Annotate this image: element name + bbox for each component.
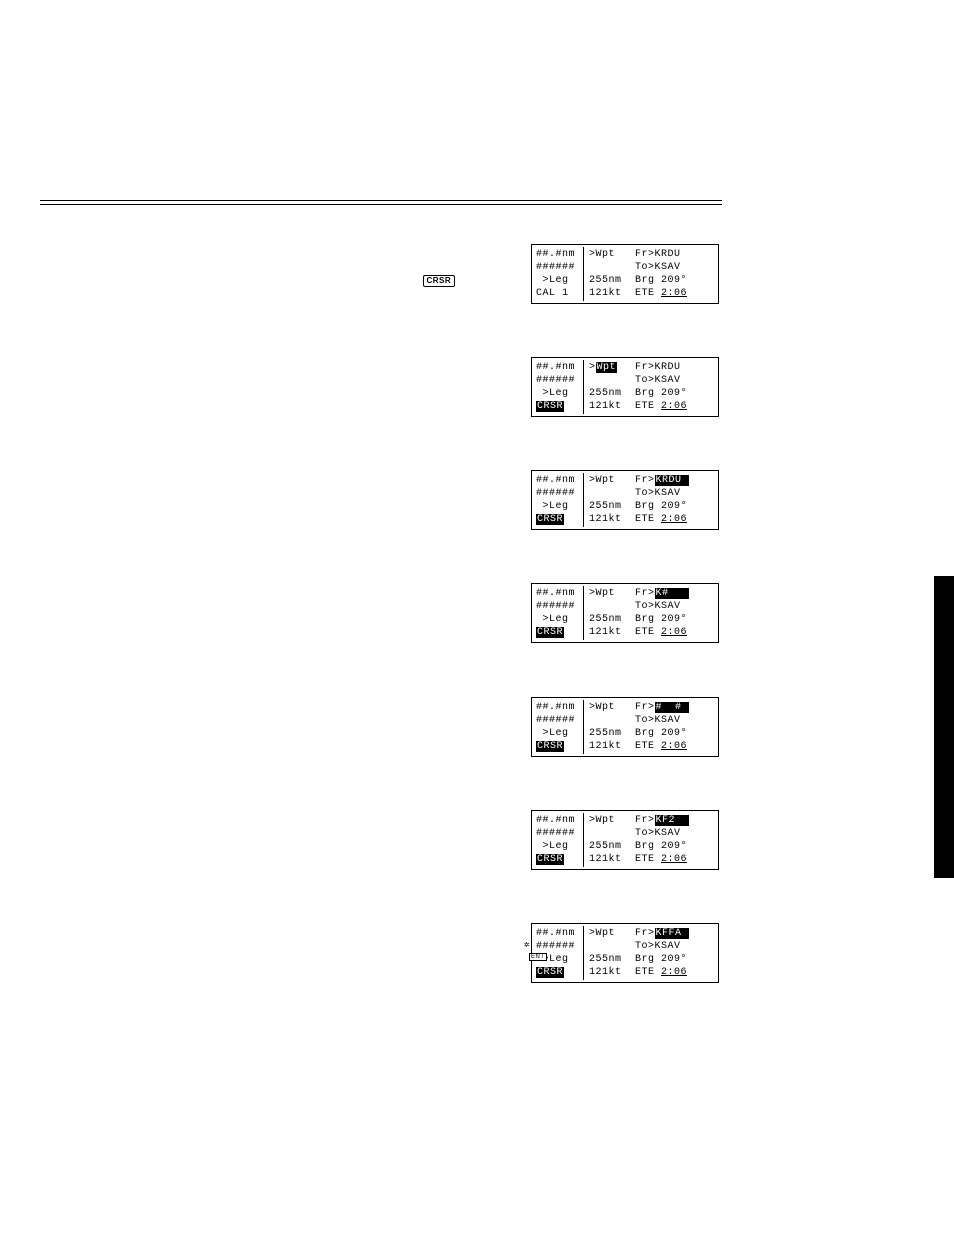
- wpt-label: >Wpt: [589, 474, 615, 487]
- to-waypoint: To>KSAV: [635, 261, 681, 274]
- crsr-indicator: CRSR: [536, 854, 564, 865]
- to-waypoint: To>KSAV: [635, 487, 681, 500]
- wpt-label: >Wpt: [589, 814, 615, 827]
- wpt-label: >Wpt: [589, 248, 615, 261]
- ete-value: ETE 2:06: [635, 287, 687, 300]
- lcd-screen-7: ##.#nm>WptFr>KFFA ######To>KSAV >Leg255n…: [531, 923, 719, 983]
- lcd-screen-6: ##.#nm>WptFr>KF2 ######To>KSAV >Leg255nm…: [531, 810, 719, 870]
- from-waypoint: Fr>KRDU: [635, 248, 681, 261]
- crsr-indicator: CRSR: [536, 401, 564, 412]
- wpt-label: >Wpt: [589, 927, 615, 940]
- header-rule-2: [40, 204, 722, 205]
- from-waypoint: Fr>KRDU: [635, 361, 681, 374]
- lcd-screen-4: ##.#nm>WptFr>K# ######To>KSAV >Leg255nmB…: [531, 583, 719, 643]
- lcd-screen-3: ##.#nm>WptFr>KRDU ######To>KSAV >Leg255n…: [531, 470, 719, 530]
- crsr-indicator: CRSR: [536, 627, 564, 638]
- lcd-screen-1: ##.#nm>WptFr>KRDU######To>KSAV >Leg255nm…: [531, 244, 719, 304]
- ete-value: ETE 2:06: [635, 853, 687, 866]
- from-waypoint: Fr>KFFA: [635, 927, 689, 940]
- side-tab: [934, 576, 954, 878]
- crsr-key-label: CRSR: [423, 275, 455, 287]
- wpt-label: >Wpt: [589, 587, 615, 600]
- ete-value: ETE 2:06: [635, 966, 687, 979]
- wpt-label: >Wpt: [589, 701, 615, 714]
- to-waypoint: To>KSAV: [635, 827, 681, 840]
- from-waypoint: Fr>KF2: [635, 814, 689, 827]
- to-waypoint: To>KSAV: [635, 714, 681, 727]
- from-waypoint: Fr>KRDU: [635, 474, 689, 487]
- lcd-screen-2: ##.#nm>WptFr>KRDU######To>KSAV >Leg255nm…: [531, 357, 719, 417]
- to-waypoint: To>KSAV: [635, 940, 681, 953]
- to-waypoint: To>KSAV: [635, 374, 681, 387]
- ete-value: ETE 2:06: [635, 400, 687, 413]
- ent-flag: ENT: [529, 953, 547, 961]
- crsr-indicator: CRSR: [536, 514, 564, 525]
- lcd-screen-5: ##.#nm>WptFr># # ######To>KSAV >Leg255nm…: [531, 697, 719, 757]
- ete-value: ETE 2:06: [635, 626, 687, 639]
- from-waypoint: Fr>K#: [635, 587, 689, 600]
- crsr-indicator: CRSR: [536, 741, 564, 752]
- ete-value: ETE 2:06: [635, 740, 687, 753]
- from-waypoint: Fr># #: [635, 701, 689, 714]
- wpt-label: >Wpt: [589, 361, 617, 374]
- to-waypoint: To>KSAV: [635, 600, 681, 613]
- ete-value: ETE 2:06: [635, 513, 687, 526]
- header-rule-1: [40, 200, 722, 201]
- crsr-indicator: CRSR: [536, 967, 564, 978]
- flag-icon: ✲: [524, 939, 530, 952]
